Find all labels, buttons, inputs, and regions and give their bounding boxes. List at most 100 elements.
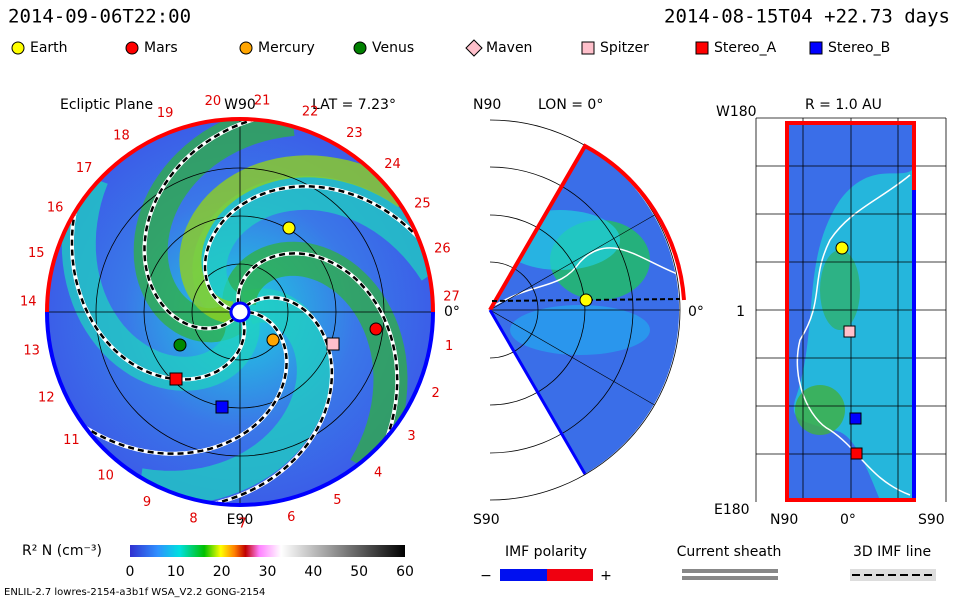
colorbar-tick: 50: [350, 564, 368, 580]
n90: N90: [770, 512, 798, 528]
imf-line: [236, 252, 399, 456]
colorbar-tick: 60: [396, 564, 414, 580]
sector-label: 6: [287, 510, 295, 525]
legend-marker: [465, 39, 483, 57]
earth: [835, 241, 849, 255]
sector-label: 9: [143, 495, 151, 510]
lon: LON = 0°: [538, 97, 603, 113]
sector-label: 22: [302, 104, 319, 119]
legend-label: Spitzer: [600, 40, 649, 56]
e90: E90: [227, 512, 254, 528]
grid-line: [489, 214, 655, 311]
spitzer: [843, 325, 856, 338]
sector-label: 18: [113, 129, 130, 144]
sector-label: 24: [384, 157, 401, 172]
legend-marker: [239, 41, 253, 55]
colorbar-tick: 10: [167, 564, 185, 580]
sector-label: 10: [97, 468, 114, 483]
mercury: [266, 333, 280, 347]
sector-label: 14: [20, 295, 37, 310]
sheath-key: [682, 569, 778, 573]
legend-marker: [581, 41, 595, 55]
minus: −: [480, 568, 492, 584]
wedge-edge: [488, 309, 587, 475]
legend: Earth Mars Mercury Venus Maven Spitzer Stereo_…: [11, 39, 890, 57]
radius: R = 1.0 AU: [805, 97, 882, 113]
sector-label: 15: [28, 246, 45, 261]
sheath-key: [682, 576, 778, 580]
colorbar-tick: 30: [259, 564, 277, 580]
sector-label: 8: [189, 511, 197, 526]
sector-label: 27: [443, 290, 460, 305]
one: 1: [736, 304, 745, 320]
legend-label: Venus: [372, 40, 414, 56]
sector-label: 1: [445, 339, 453, 354]
lat: LAT = 7.23°: [312, 97, 396, 113]
zero: 0°: [688, 304, 704, 320]
stereo-b: [215, 400, 229, 414]
legend-label: Stereo_B: [828, 40, 890, 56]
w180: W180: [716, 104, 757, 120]
sector-label: 21: [254, 94, 271, 109]
legend-marker: [695, 41, 709, 55]
density-band: [137, 288, 331, 505]
sector-label: 17: [76, 161, 93, 176]
sector-label: 16: [47, 201, 64, 216]
legend-label: Stereo_A: [714, 40, 777, 56]
sector-label: 12: [38, 391, 55, 406]
imf-line: [70, 192, 246, 381]
earth: [579, 293, 593, 307]
e180: E180: [714, 502, 750, 518]
imf-line: [491, 298, 681, 302]
legend-marker: [809, 41, 823, 55]
time: 2014-09-06T22:00: [8, 6, 191, 28]
legend-marker: [11, 41, 25, 55]
density-band: [133, 119, 295, 343]
polarity-arc: [45, 117, 435, 313]
sector-label: 26: [434, 241, 451, 256]
imf-line: [143, 119, 274, 330]
earth: [282, 221, 296, 235]
colorbar-tick: 0: [126, 564, 135, 580]
mars: [369, 322, 383, 336]
sheath-title: Current sheath: [677, 544, 782, 560]
legend-label: Mercury: [258, 40, 315, 56]
imf-line: [68, 310, 288, 455]
sector-label: 19: [157, 106, 174, 121]
sector-label: 25: [414, 196, 431, 211]
polarity-title: IMF polarity: [505, 544, 587, 560]
sector-label: 3: [407, 429, 415, 444]
reference-time: 2014-08-15T04 +22.73 days: [664, 6, 950, 28]
stereo-a: [850, 447, 863, 460]
spitzer: [326, 337, 340, 351]
imf-line: [203, 185, 432, 312]
colorbar-ticks: 0 10 20 30 40 50 60: [126, 564, 414, 580]
legend-label: Earth: [30, 40, 68, 56]
imf-title: 3D IMF line: [853, 544, 931, 560]
ecliptic-title: Ecliptic Plane: [60, 97, 153, 113]
radial-grid: [755, 117, 947, 502]
sector-label: 7: [238, 516, 246, 531]
sector-label: 11: [63, 433, 80, 448]
polarity-positive: [547, 569, 593, 581]
colorbar: [130, 545, 405, 557]
legend-marker: [125, 41, 139, 55]
imf-line: [195, 296, 334, 505]
sector-label: 2: [431, 386, 439, 401]
density-band: [192, 175, 433, 325]
wedge-edge: [488, 143, 686, 312]
plus: +: [600, 568, 612, 584]
legend-marker: [353, 41, 367, 55]
zero: 0°: [444, 304, 460, 320]
w90: W90: [224, 97, 256, 113]
colorbar-tick: 40: [304, 564, 322, 580]
density-band: [222, 241, 408, 477]
grid-line: [489, 309, 655, 406]
stereo-b: [849, 412, 862, 425]
sector-label: 13: [23, 344, 40, 359]
density-band: [61, 171, 260, 391]
n90: N90: [473, 97, 501, 113]
colorbar-tick: 20: [213, 564, 231, 580]
